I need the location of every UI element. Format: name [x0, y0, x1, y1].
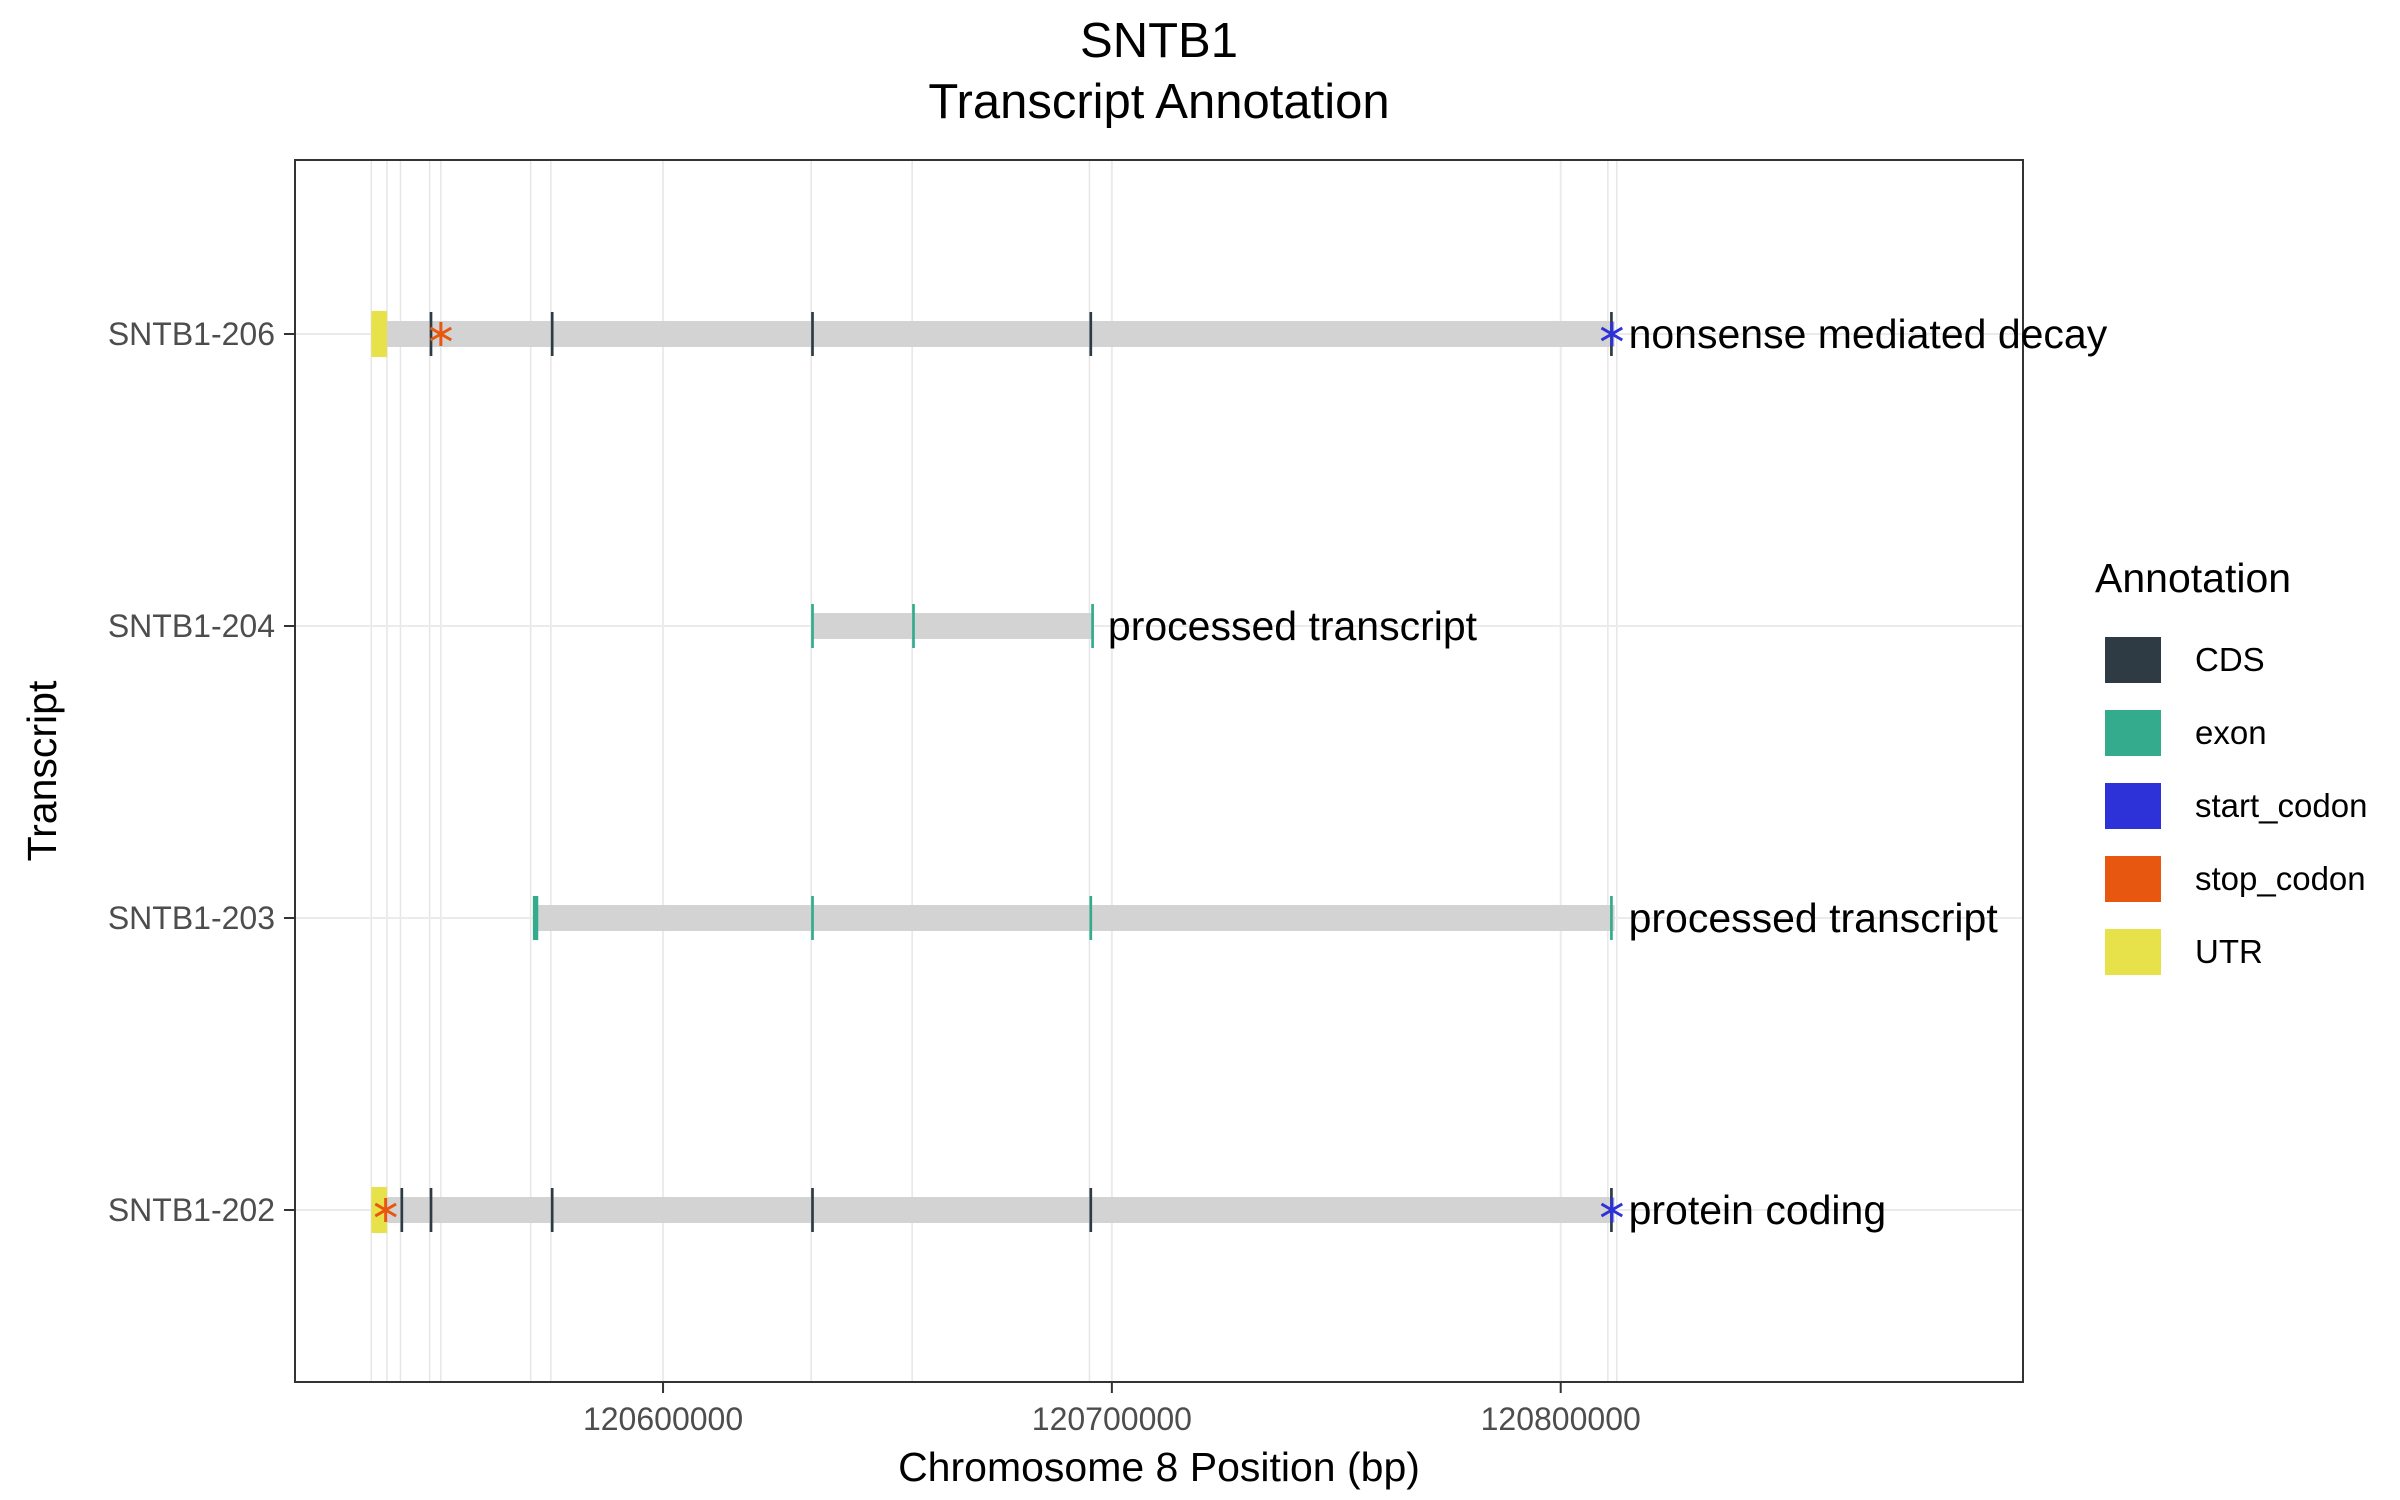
legend-label: UTR [2195, 933, 2263, 970]
transcript-track [811, 604, 1094, 648]
biotype-label-layer: nonsense mediated decay processed transcr… [1108, 311, 2108, 1233]
cds-segment [811, 312, 814, 356]
cds-segment [429, 312, 433, 356]
plot-panel-border [294, 159, 2024, 1383]
cds-segment [1089, 312, 1093, 356]
x-axis-label: Chromosome 8 Position (bp) [898, 1444, 1420, 1490]
y-axis-label: Transcript [19, 680, 65, 861]
legend-swatch [2105, 783, 2161, 829]
legend-swatch [2105, 929, 2161, 975]
biotype-label: processed transcript [1629, 895, 1999, 941]
y-tick-label: SNTB1-206 [108, 316, 275, 352]
utr-segment [371, 311, 388, 357]
axis-layer: SNTB1-206 SNTB1-204 SNTB1-203 SNTB1-202 1206… [108, 316, 1641, 1437]
exon-segment [811, 896, 814, 940]
legend-label: exon [2195, 714, 2267, 751]
start-codon-marker [1600, 1198, 1624, 1222]
star-stroke [1600, 1202, 1624, 1218]
y-tick-label: SNTB1-204 [108, 608, 275, 644]
x-tick-label: 120600000 [583, 1401, 743, 1437]
exon-segment [1091, 604, 1094, 648]
biotype-label: protein coding [1629, 1187, 1887, 1233]
y-tick-label: SNTB1-203 [108, 900, 275, 936]
transcript-backbone [532, 905, 1615, 931]
cds-segment [550, 1188, 554, 1232]
exon-segment [811, 604, 814, 648]
star-stroke [1600, 326, 1624, 342]
transcript-track [532, 896, 1615, 940]
legend-swatch [2105, 710, 2161, 756]
legend-swatch [2105, 637, 2161, 683]
cds-segment [811, 1188, 814, 1232]
legend-title: Annotation [2095, 555, 2291, 601]
star-stroke [374, 1202, 397, 1218]
y-tick-label: SNTB1-202 [108, 1192, 275, 1228]
transcript-backbone [811, 613, 1094, 639]
legend-label: start_codon [2195, 787, 2367, 824]
x-tick-label: 120700000 [1032, 1401, 1192, 1437]
legend-label: stop_codon [2195, 860, 2366, 897]
legend-label: CDS [2195, 641, 2265, 678]
exon-segment [532, 896, 539, 940]
biotype-label: nonsense mediated decay [1629, 311, 2108, 357]
legend: Annotation CDS exon start_codon stop_codon U… [2095, 555, 2367, 975]
utr-segment [371, 1187, 388, 1233]
transcript-track [371, 1187, 1624, 1233]
cds-segment [429, 1188, 433, 1232]
cds-segment [550, 312, 554, 356]
exon-segment [1610, 896, 1613, 940]
start-codon-marker [1600, 322, 1624, 346]
transcript-backbone [371, 321, 1615, 347]
transcript-track [371, 311, 1624, 357]
biotype-label: processed transcript [1108, 603, 1478, 649]
x-tick-label: 120800000 [1481, 1401, 1641, 1437]
star-stroke [429, 326, 453, 342]
legend-swatch [2105, 856, 2161, 902]
chart-subtitle: Transcript Annotation [928, 75, 1389, 129]
exon-segment [912, 604, 915, 648]
transcript-backbone [371, 1197, 1615, 1223]
cds-segment [400, 1188, 404, 1232]
transcript-layer [371, 311, 1624, 1233]
cds-segment [1089, 1188, 1093, 1232]
chart-title: SNTB1 [1080, 14, 1238, 68]
exon-segment [1089, 896, 1093, 940]
stop-codon-marker [429, 322, 453, 346]
stop-codon-marker [374, 1198, 397, 1222]
